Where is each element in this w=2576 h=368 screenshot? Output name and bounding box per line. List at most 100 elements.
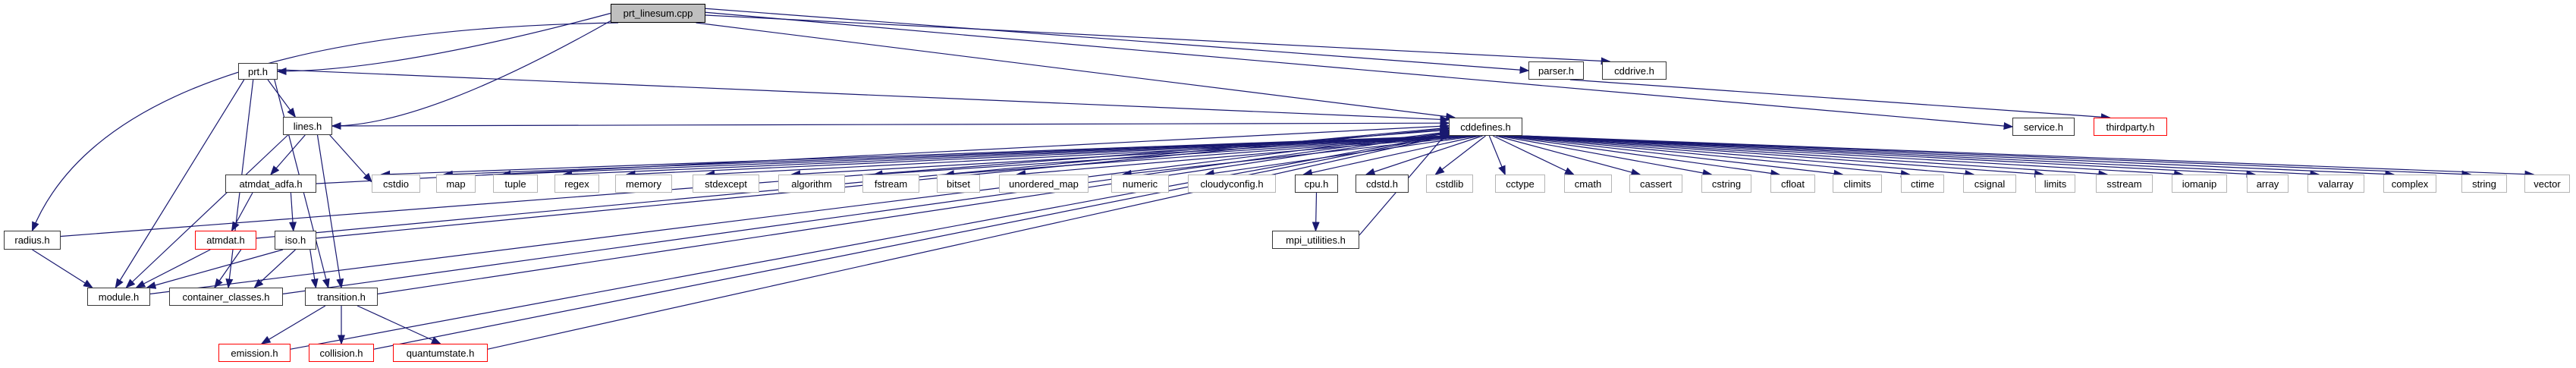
include-edge-lines_h-to-cstdio (329, 134, 373, 183)
include-edge-atmdat_h-to-container_classes_h (214, 249, 242, 289)
include-edge-cddefines_h-to-stdexcept (705, 135, 1462, 178)
graph-node-regex: regex (554, 175, 599, 193)
include-edge-cddefines_h-to-cfloat (1501, 135, 1781, 178)
graph-node-emission_h[interactable]: emission.h (218, 344, 291, 362)
graph-node-prt_linesum: prt_linesum.cpp (611, 4, 705, 23)
graph-node-atmdat_adfa_h[interactable]: atmdat_adfa.h (225, 175, 316, 193)
include-edge-cddefines_h-to-cpu_h (1302, 135, 1480, 177)
graph-node-cstdlib: cstdlib (1426, 175, 1473, 193)
graph-node-cloudyconfig_h: cloudyconfig.h (1188, 175, 1276, 193)
graph-node-iomanip: iomanip (2172, 175, 2227, 193)
include-edge-prt_linesum-to-service_h (705, 11, 2014, 130)
graph-node-cpu_h[interactable]: cpu.h (1295, 175, 1338, 193)
graph-node-container_classes_h[interactable]: container_classes.h (169, 288, 283, 306)
graph-node-cassert: cassert (1629, 175, 1682, 193)
graph-node-cmath: cmath (1564, 175, 1612, 193)
graph-node-cstdio: cstdio (372, 175, 420, 193)
graph-node-cddrive_h[interactable]: cddrive.h (1602, 61, 1667, 80)
graph-node-parser_h[interactable]: parser.h (1528, 61, 1584, 80)
include-edge-parser_h-to-thirdparty_h (1569, 79, 2111, 121)
include-edge-cddefines_h-to-complex (1520, 135, 2395, 178)
graph-node-array: array (2247, 175, 2289, 193)
include-edge-cddefines_h-to-csignal (1509, 135, 1975, 178)
graph-node-sstream: sstream (2096, 175, 2153, 193)
include-edge-cddefines_h-to-map (442, 135, 1453, 178)
include-edge-cddefines_h-to-cdstd_h (1365, 135, 1483, 176)
graph-node-cctype: cctype (1495, 175, 1545, 193)
graph-node-transition_h[interactable]: transition.h (305, 288, 378, 306)
include-edge-cddefines_h-to-iomanip (1516, 135, 2185, 178)
include-edge-cddefines_h-to-string (1521, 135, 2472, 178)
include-edge-iso_h-to-container_classes_h (253, 249, 296, 289)
include-edge-cddefines_h-to-cassert (1495, 135, 1641, 176)
graph-node-unordered_map: unordered_map (999, 175, 1089, 193)
include-edge-prt_h-to-cddefines_h (277, 69, 1450, 124)
include-edge-cddefines_h-to-unordered_map (1016, 135, 1472, 178)
graph-node-map: map (436, 175, 476, 193)
graph-node-thirdparty_h[interactable]: thirdparty.h (2094, 118, 2167, 136)
include-edge-cddefines_h-to-cstdlib (1434, 135, 1486, 175)
include-edge-radius_h-to-module_h (32, 249, 93, 288)
graph-node-fstream: fstream (862, 175, 919, 193)
include-edge-cpu_h-to-mpi_utilities_h (1312, 192, 1320, 232)
graph-node-complex: complex (2383, 175, 2436, 193)
include-edge-module_h-to-cddefines_h (149, 129, 1450, 294)
include-edge-cddefines_h-to-cmath (1492, 135, 1575, 175)
graph-node-atmdat_h[interactable]: atmdat.h (195, 231, 256, 250)
include-edge-cddefines_h-to-numeric (1121, 135, 1475, 178)
graph-node-service_h[interactable]: service.h (2012, 118, 2075, 136)
include-edge-lines_h-to-cddefines_h (331, 119, 1450, 127)
graph-node-ctime: ctime (1901, 175, 1944, 193)
include-edge-cddefines_h-to-cstdio (380, 135, 1450, 178)
include-edge-cddefines_h-to-cloudyconfig_h (1204, 135, 1477, 178)
include-edge-cddefines_h-to-sstream (1514, 135, 2109, 178)
graph-node-memory: memory (615, 175, 672, 193)
include-edge-atmdat_adfa_h-to-atmdat_h (231, 192, 253, 232)
include-edge-cddefines_h-to-bitset (944, 135, 1469, 178)
graph-node-collision_h[interactable]: collision.h (309, 344, 374, 362)
include-edge-iso_h-to-module_h (146, 249, 284, 289)
graph-node-radius_h[interactable]: radius.h (4, 231, 61, 250)
graph-node-climits: climits (1833, 175, 1882, 193)
include-edge-prt_linesum-to-lines_h (331, 20, 611, 130)
graph-node-limits: limits (2035, 175, 2075, 193)
include-edge-atmdat_h-to-module_h (135, 249, 211, 288)
graph-node-stdexcept: stdexcept (693, 175, 759, 193)
include-edge-cddefines_h-to-algorithm (790, 135, 1464, 178)
include-edge-lines_h-to-atmdat_adfa_h (270, 134, 306, 176)
include-edge-cddefines_h-to-climits (1504, 135, 1844, 178)
graph-node-prt_h[interactable]: prt.h (238, 63, 278, 80)
graph-node-cfloat: cfloat (1770, 175, 1815, 193)
graph-node-csignal: csignal (1963, 175, 2016, 193)
graph-node-quantumstate_h[interactable]: quantumstate.h (393, 344, 488, 362)
include-edge-atmdat_adfa_h-to-iso_h (288, 192, 297, 232)
include-edge-transition_h-to-emission_h (260, 305, 326, 344)
include-edge-cddefines_h-to-fstream (872, 135, 1466, 178)
include-edge-cddefines_h-to-array (1518, 135, 2257, 178)
graph-node-bitset: bitset (937, 175, 980, 193)
include-edge-cddefines_h-to-memory (625, 135, 1459, 178)
include-edge-cddefines_h-to-ctime (1507, 135, 1911, 178)
graph-node-vector: vector (2524, 175, 2570, 193)
include-edge-iso_h-to-transition_h (309, 249, 319, 289)
graph-node-string: string (2461, 175, 2507, 193)
graph-node-cstring: cstring (1701, 175, 1751, 193)
graph-node-mpi_utilities_h[interactable]: mpi_utilities.h (1272, 231, 1359, 249)
graph-node-cdstd_h[interactable]: cdstd.h (1356, 175, 1409, 193)
include-edge-transition_h-to-cddefines_h (377, 131, 1450, 294)
include-edge-transition_h-to-quantumstate_h (357, 305, 441, 344)
include-edge-prt_h-to-lines_h (267, 79, 297, 118)
include-edge-cddefines_h-to-tuple (501, 135, 1455, 178)
graph-node-module_h[interactable]: module.h (87, 288, 150, 306)
graph-node-iso_h[interactable]: iso.h (275, 231, 316, 250)
graph-node-cddefines_h[interactable]: cddefines.h (1449, 118, 1522, 136)
include-edge-lines_h-to-transition_h (316, 134, 344, 289)
graph-node-valarray: valarray (2307, 175, 2364, 193)
graph-node-lines_h[interactable]: lines.h (283, 117, 332, 135)
include-edge-prt_linesum-to-prt_h (276, 12, 611, 75)
include-edge-cddefines_h-to-regex (562, 135, 1457, 178)
graph-node-numeric: numeric (1111, 175, 1169, 193)
include-edge-cddefines_h-to-vector (1522, 135, 2535, 178)
include-edge-prt_linesum-to-cddefines_h (696, 22, 1456, 121)
